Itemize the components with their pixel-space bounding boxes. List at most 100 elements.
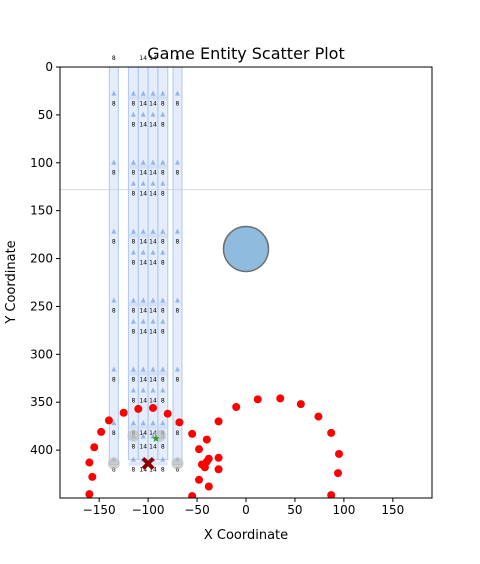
y-tick-label: 250 [30, 299, 53, 313]
x-tick-label: 0 [242, 503, 250, 517]
y-tick-label: 400 [30, 443, 53, 457]
entity-triangle [140, 366, 146, 372]
y-tick-label: 350 [30, 395, 53, 409]
column-label: 8 [161, 260, 165, 267]
y-tick-label: 50 [38, 108, 53, 122]
column-label: 14 [149, 329, 157, 336]
red-point [204, 482, 213, 491]
entity-triangle [140, 420, 146, 426]
column-label: 8 [161, 444, 165, 451]
entity-triangle [131, 52, 136, 57]
column-label: 14 [149, 101, 157, 108]
entity-triangle [160, 249, 166, 255]
column-label: 8 [132, 239, 136, 246]
entity-triangle [150, 111, 156, 117]
entity-connector [128, 95, 168, 100]
entity-triangle [150, 180, 156, 186]
entity-triangle [140, 318, 146, 324]
y-tick-label: 300 [30, 347, 53, 361]
entity-triangle [140, 433, 146, 439]
column-label: 14 [149, 398, 157, 405]
column-label: 8 [161, 170, 165, 177]
column-label: 8 [176, 170, 180, 177]
red-point [188, 429, 197, 438]
entity-triangle [140, 387, 146, 393]
entity-triangle [174, 297, 180, 303]
red-point [188, 492, 197, 498]
entity-triangle [160, 456, 166, 462]
column-label: 14 [139, 376, 147, 383]
column-label: 14 [139, 62, 147, 69]
x-axis-label: X Coordinate [204, 528, 288, 543]
entity-triangle [160, 90, 166, 96]
red-point [195, 475, 204, 484]
entity-triangle [111, 297, 117, 303]
entity-triangle [160, 111, 166, 117]
y-axis: 0 50 100 150 200 250 300 350 400 [30, 60, 60, 457]
entity-triangle [130, 297, 136, 303]
column-label: 8 [132, 260, 136, 267]
entity-triangle [140, 228, 146, 234]
large-circle [222, 225, 270, 273]
red-point [85, 490, 94, 498]
red-point [104, 416, 113, 425]
column-label: 8 [161, 398, 165, 405]
red-point [214, 453, 223, 462]
column-label: 8 [132, 329, 136, 336]
entity-triangle [130, 366, 136, 372]
entity-triangle [111, 228, 117, 234]
column-label: 8 [112, 376, 116, 383]
red-point [327, 491, 336, 498]
entity-triangle [130, 249, 136, 255]
column-label: 14 [139, 329, 147, 336]
column-label: 8 [161, 376, 165, 383]
entity-triangle [160, 387, 166, 393]
column-label: 8 [176, 376, 180, 383]
column-label: 14 [149, 62, 157, 69]
entity-triangle [111, 90, 117, 96]
column-label: 14 [139, 398, 147, 405]
red-point [200, 463, 209, 472]
column-label: 8 [132, 191, 136, 198]
column-label: 8 [112, 101, 116, 108]
column-label: 8 [132, 62, 136, 69]
entity-triangle [111, 420, 117, 426]
entity-triangle [140, 90, 146, 96]
entity-column [108, 67, 119, 465]
entity-connector [128, 164, 168, 169]
entity-triangle [150, 90, 156, 96]
column-label: 8 [112, 55, 116, 62]
column-label: 8 [112, 239, 116, 246]
entity-triangle [150, 366, 156, 372]
x-tick-label: −100 [132, 503, 165, 517]
column-label: 14 [149, 191, 157, 198]
column-label: 14 [149, 55, 157, 62]
red-point [202, 435, 211, 444]
column-label: 8 [132, 467, 136, 474]
entity-triangle [174, 228, 180, 234]
column-label: 8 [161, 308, 165, 315]
column-label: 8 [132, 398, 136, 405]
star-marker [152, 434, 160, 442]
x-tick-label: 50 [287, 503, 302, 517]
column-label: 14 [149, 376, 157, 383]
x-marker [141, 457, 155, 470]
entity-connector [128, 425, 168, 430]
entity-triangle [150, 159, 156, 165]
red-point [163, 409, 172, 418]
column-label: 8 [161, 191, 165, 198]
entity-triangle [111, 366, 117, 372]
red-point [276, 394, 285, 403]
column-label: 8 [176, 467, 180, 474]
y-tick-label: 0 [45, 60, 53, 74]
entity-triangle [160, 366, 166, 372]
column-label: 8 [176, 430, 180, 437]
entity-triangle [174, 366, 180, 372]
entity-triangle [130, 180, 136, 186]
y-axis-label: Y Coordinate [4, 240, 19, 324]
entity-triangle [150, 387, 156, 393]
column-label: 8 [132, 122, 136, 129]
column-label: 14 [149, 170, 157, 177]
